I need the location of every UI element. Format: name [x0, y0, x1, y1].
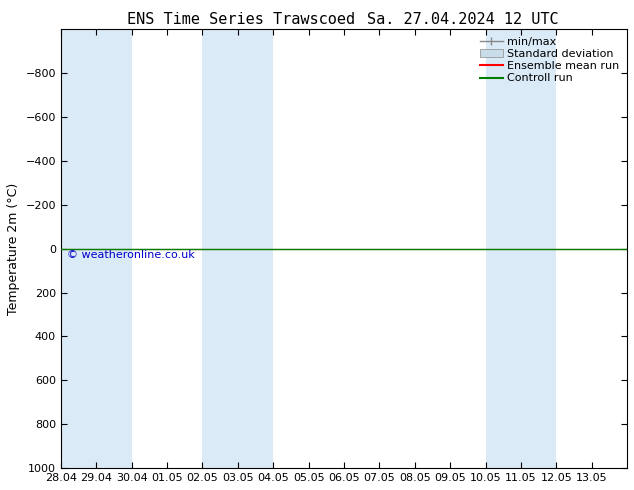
Bar: [238, 29, 273, 468]
Text: © weatheronline.co.uk: © weatheronline.co.uk: [67, 250, 194, 260]
Text: Sa. 27.04.2024 12 UTC: Sa. 27.04.2024 12 UTC: [367, 12, 559, 27]
Bar: [61, 29, 96, 468]
Legend: min/max, Standard deviation, Ensemble mean run, Controll run: min/max, Standard deviation, Ensemble me…: [478, 35, 621, 86]
Bar: [521, 29, 556, 468]
Bar: [96, 29, 132, 468]
Y-axis label: Temperature 2m (°C): Temperature 2m (°C): [7, 182, 20, 315]
Bar: [202, 29, 238, 468]
Text: ENS Time Series Trawscoed: ENS Time Series Trawscoed: [127, 12, 355, 27]
Bar: [486, 29, 521, 468]
